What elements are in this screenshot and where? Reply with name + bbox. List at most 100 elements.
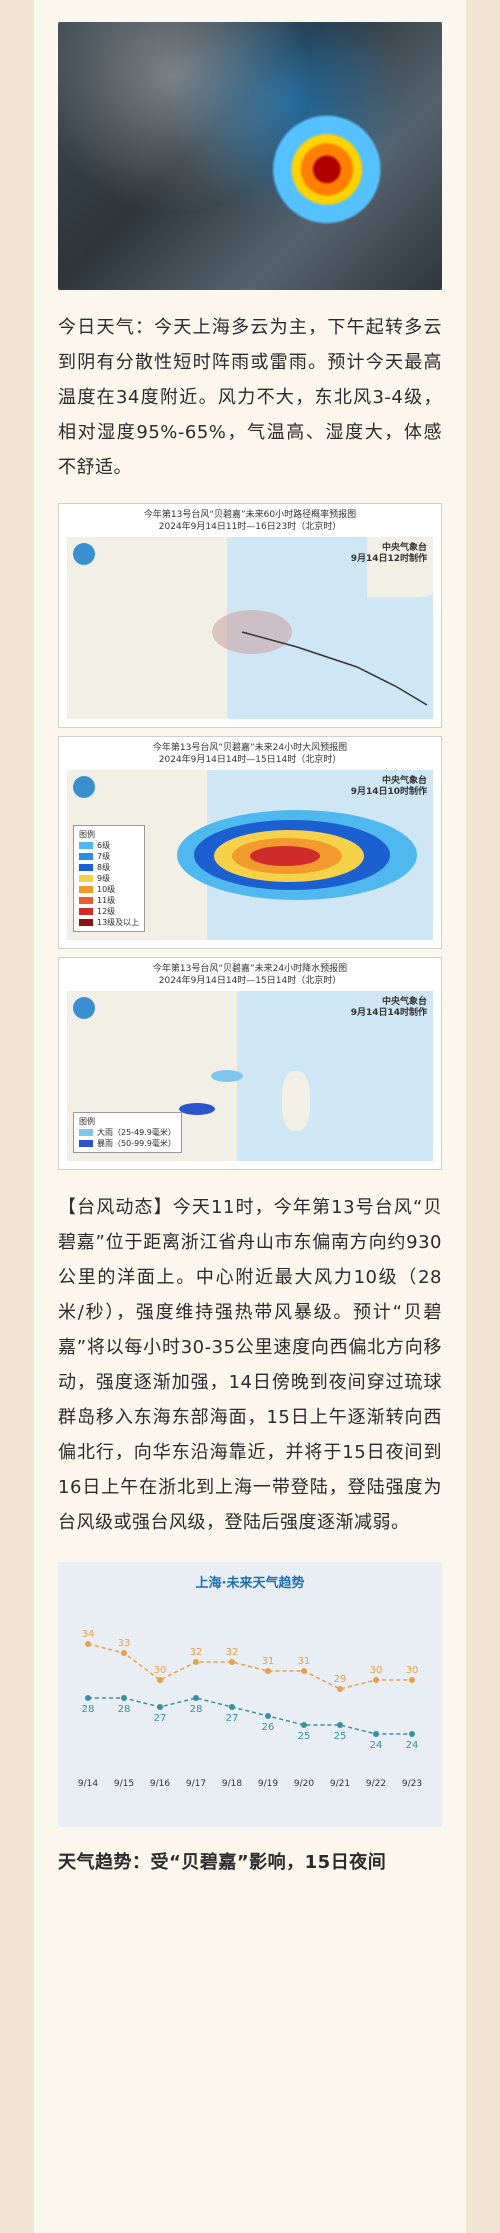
low-temp-value-label: 25 — [334, 1731, 347, 1742]
rain-legend-items: 大雨（25-49.9毫米） 暴雨（50-99.9毫米） — [79, 1127, 176, 1149]
high-temp-point — [265, 1668, 271, 1674]
wind-legend-item: 6级 — [79, 840, 139, 851]
rain-map-title-line1: 今年第13号台风“贝碧嘉”未来24小时降水预报图 — [152, 964, 348, 974]
wind-issued-time: 9月14日10时制作 — [350, 787, 427, 797]
wind-legend-item: 8级 — [79, 862, 139, 873]
wind-legend-item: 11级 — [79, 895, 139, 906]
right-border-strip — [466, 0, 500, 2233]
rain-legend-swatch — [79, 1129, 93, 1136]
high-temp-value-label: 34 — [82, 1629, 95, 1640]
wind-legend-swatch — [79, 853, 93, 860]
date-tick-label: 9/21 — [330, 1779, 350, 1789]
track-agency-name: 中央气象台 — [381, 543, 427, 553]
low-temp-value-label: 28 — [190, 1704, 203, 1715]
typhoon-rain-map: 今年第13号台风“贝碧嘉”未来24小时降水预报图 2024年9月14日14时—1… — [58, 957, 442, 1170]
wind-map-title: 今年第13号台风“贝碧嘉”未来24小时大风预报图 2024年9月14日14时—1… — [59, 737, 441, 766]
high-temp-point — [193, 1659, 199, 1665]
track-issued-time: 9月14日12时制作 — [350, 554, 427, 564]
low-temp-line — [88, 1697, 412, 1735]
track-lines — [212, 610, 428, 706]
high-temp-line — [87, 1643, 412, 1690]
wind-legend-swatch — [79, 875, 93, 882]
wind-legend: 图例 6级 7级 8级 9级 10级 11级 12级 13级及以上 — [73, 825, 146, 932]
rain-legend-label: 大雨（25-49.9毫米） — [97, 1128, 176, 1137]
rain-issued-time: 9月14日14时制作 — [350, 1008, 427, 1018]
wind-map-title-line2: 2024年9月14日14时—15日14时（北京时） — [158, 755, 342, 765]
low-temp-point — [373, 1731, 379, 1737]
past-track-line — [241, 631, 428, 706]
low-temp-value-label: 28 — [118, 1704, 131, 1715]
track-map-title: 今年第13号台风“贝碧嘉”未来60小时路径概率预报图 2024年9月14日11时… — [59, 504, 441, 533]
weather-trend-chart: 上海·未来天气趋势 34 33 30 32 32 31 31 29 30 30 28 28 27 28 27… — [58, 1562, 442, 1827]
date-tick-label: 9/20 — [294, 1779, 314, 1789]
cma-logo-icon — [73, 543, 95, 565]
date-tick-label: 9/19 — [258, 1779, 278, 1789]
wind-legend-label: 10级 — [97, 885, 116, 894]
high-temp-value-label: 33 — [118, 1638, 131, 1649]
wind-legend-swatch — [79, 919, 93, 926]
wind-legend-label: 9级 — [97, 874, 111, 883]
low-temp-point — [193, 1695, 199, 1701]
wind-legend-item: 7级 — [79, 851, 139, 862]
wind-legend-item: 13级及以上 — [79, 917, 139, 928]
wind-legend-swatch — [79, 842, 93, 849]
high-temp-value-label: 32 — [226, 1647, 239, 1658]
typhoon-dynamics-paragraph: 【台风动态】今天11时，今年第13号台风“贝碧嘉”位于距离浙江省舟山市东偏南方向… — [58, 1197, 442, 1533]
high-temp-value-label: 29 — [334, 1674, 347, 1685]
high-temp-point — [157, 1677, 163, 1683]
probability-cone — [212, 610, 292, 654]
high-temp-point — [409, 1677, 415, 1683]
wind-legend-swatch — [79, 864, 93, 871]
date-tick-label: 9/15 — [114, 1779, 134, 1789]
rain-map-title: 今年第13号台风“贝碧嘉”未来24小时降水预报图 2024年9月14日14时—1… — [59, 958, 441, 987]
wind-legend-items: 6级 7级 8级 9级 10级 11级 12级 13级及以上 — [79, 840, 139, 928]
high-temp-point — [121, 1650, 127, 1656]
track-map-area: 中央气象台 9月14日12时制作 — [67, 537, 433, 719]
low-temp-value-label: 24 — [406, 1740, 419, 1751]
track-map-title-line1: 今年第13号台风“贝碧嘉”未来60小时路径概率预报图 — [143, 510, 357, 520]
rain-zones — [179, 1070, 243, 1115]
high-temp-point — [337, 1686, 343, 1692]
high-temp-value-label: 31 — [262, 1656, 275, 1667]
trend-intro-paragraph: 天气趋势：受“贝碧嘉”影响，15日夜间 — [58, 1852, 387, 1873]
trend-plot: 34 33 30 32 32 31 31 29 30 30 28 28 27 28 27 26 25 25 24 24… — [78, 1629, 422, 1789]
article-body: 今日天气：今天上海多云为主，下午起转多云到阴有分散性短时阵雨或雷雨。预计今天最高… — [34, 0, 466, 2233]
cma-logo-icon — [73, 997, 95, 1019]
wind-legend-item: 9级 — [79, 873, 139, 884]
wind-legend-label: 11级 — [97, 896, 116, 905]
wind-legend-item: 10级 — [79, 884, 139, 895]
rain-legend-swatch — [79, 1140, 93, 1147]
high-temp-value-label: 31 — [298, 1656, 311, 1667]
low-temp-value-label: 26 — [262, 1722, 275, 1733]
track-map-agency: 中央气象台 9月14日12时制作 — [351, 543, 427, 565]
cma-logo-icon — [73, 776, 95, 798]
typhoon-track-map: 今年第13号台风“贝碧嘉”未来60小时路径概率预报图 2024年9月14日11时… — [58, 503, 442, 728]
low-temp-value-label: 25 — [298, 1731, 311, 1742]
date-tick-label: 9/14 — [78, 1779, 98, 1789]
japan-shape — [367, 537, 433, 597]
low-temp-point — [301, 1722, 307, 1728]
typhoon-wind-map: 今年第13号台风“贝碧嘉”未来24小时大风预报图 2024年9月14日14时—1… — [58, 736, 442, 949]
rain-legend: 图例 大雨（25-49.9毫米） 暴雨（50-99.9毫米） — [73, 1112, 182, 1153]
wind-legend-label: 13级及以上 — [97, 918, 140, 927]
wind-legend-swatch — [79, 886, 93, 893]
rain-agency-name: 中央气象台 — [381, 997, 427, 1007]
low-temp-point — [85, 1695, 91, 1701]
wind-legend-swatch — [79, 897, 93, 904]
rain-zone-storm — [179, 1103, 215, 1115]
today-weather-paragraph: 今日天气：今天上海多云为主，下午起转多云到阴有分散性短时阵雨或雷雨。预计今天最高… — [58, 317, 442, 478]
date-tick-label: 9/22 — [366, 1779, 386, 1789]
rain-legend-item: 大雨（25-49.9毫米） — [79, 1127, 176, 1138]
wind-legend-label: 12级 — [97, 907, 116, 916]
low-temp-value-label: 28 — [82, 1704, 95, 1715]
wind-legend-label: 6级 — [97, 841, 111, 850]
taiwan-shape — [282, 1071, 310, 1131]
low-temp-point — [409, 1731, 415, 1737]
rain-legend-label: 暴雨（50-99.9毫米） — [97, 1139, 176, 1148]
high-temp-point — [85, 1641, 91, 1647]
mainland-shape — [67, 537, 227, 719]
low-temp-value-label: 27 — [226, 1713, 239, 1724]
wind-zone-12 — [250, 846, 320, 866]
wind-agency-name: 中央气象台 — [381, 776, 427, 786]
trend-chart-title: 上海·未来天气趋势 — [195, 1576, 305, 1591]
